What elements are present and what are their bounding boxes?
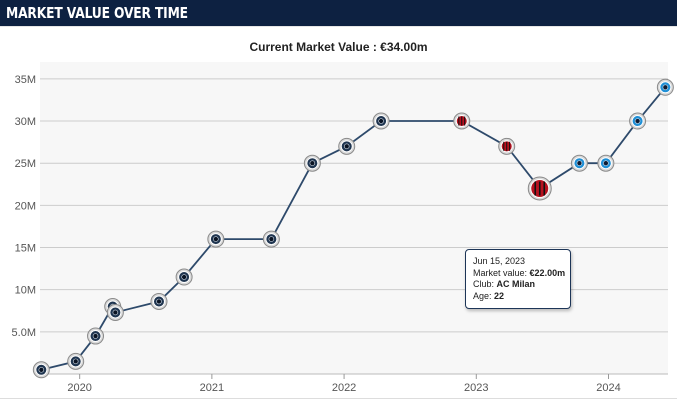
ac-milan-crest-marker[interactable] — [498, 137, 516, 155]
club-brugge-crest-marker[interactable] — [656, 78, 674, 96]
data-points — [32, 78, 674, 379]
club-brugge-crest-marker[interactable] — [303, 154, 321, 172]
y-tick-label: 25M — [15, 158, 36, 170]
club-brugge-crest-marker[interactable] — [87, 327, 105, 345]
y-tick-label: 10M — [15, 285, 36, 297]
club-brugge-crest-marker[interactable] — [262, 230, 280, 248]
club-brugge-crest-marker[interactable] — [67, 352, 85, 370]
y-tick-label: 15M — [15, 243, 36, 255]
x-tick-label: 2022 — [332, 382, 356, 394]
x-tick-label: 2023 — [464, 382, 488, 394]
tooltip-age: Age: 22 — [473, 290, 505, 301]
club-brugge-crest-marker[interactable] — [175, 268, 193, 286]
x-tick-label: 2024 — [596, 382, 620, 394]
club-brugge-crest-marker[interactable] — [372, 112, 390, 130]
plot-area — [40, 62, 668, 374]
section-header: MARKET VALUE OVER TIME — [0, 0, 677, 26]
club-brugge-crest-marker[interactable] — [570, 154, 588, 172]
tooltip-club: Club: AC Milan — [473, 279, 536, 289]
grid-lines — [40, 78, 668, 375]
section-title: MARKET VALUE OVER TIME — [6, 4, 188, 22]
club-brugge-crest-marker[interactable] — [207, 230, 225, 248]
club-brugge-crest-marker[interactable] — [106, 303, 124, 321]
club-brugge-crest-marker[interactable] — [629, 112, 647, 130]
tooltip: Jun 15, 2023 Market value: €22.00m Club:… — [465, 249, 571, 309]
x-tick-label: 2020 — [67, 382, 91, 394]
header-divider — [0, 26, 677, 27]
y-tick-label: 30M — [15, 116, 36, 128]
x-axis: 2020 2021 2022 2023 2024 — [67, 374, 621, 394]
current-market-value: Current Market Value : €34.00m — [249, 40, 428, 54]
y-tick-label: 5.0M — [12, 327, 36, 339]
x-tick-label: 2021 — [200, 382, 224, 394]
club-brugge-crest-marker[interactable] — [338, 137, 356, 155]
club-brugge-crest-marker[interactable] — [32, 361, 50, 379]
tooltip-market-value: Market value: €22.00m — [473, 267, 566, 278]
tooltip-date: Jun 15, 2023 — [473, 256, 526, 266]
y-tick-label: 20M — [15, 200, 36, 212]
ac-milan-crest-marker[interactable] — [453, 112, 471, 130]
y-axis: 5.0M 10M 15M 20M 25M 30M 35M — [12, 74, 36, 339]
club-brugge-crest-marker[interactable] — [597, 154, 615, 172]
ac-milan-crest-marker[interactable] — [527, 176, 552, 201]
club-brugge-crest-marker[interactable] — [150, 292, 168, 310]
bottom-divider — [0, 398, 677, 399]
y-tick-label: 35M — [15, 74, 36, 86]
